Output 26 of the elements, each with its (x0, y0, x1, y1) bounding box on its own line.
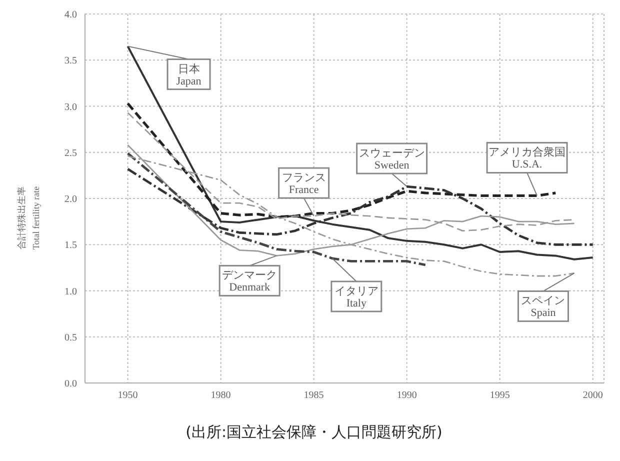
text: (出所:国立社会保障・人口問題研究所) (184, 423, 444, 442)
y-tick-label: 3.5 (64, 56, 77, 67)
y-tick-label: 2.5 (64, 148, 77, 159)
x-tick-label: 2000 (582, 390, 603, 402)
y-tick-label: 1.0 (64, 286, 77, 298)
text: 日本 Japan (176, 62, 202, 88)
x-tick-label: 1980 (210, 390, 231, 402)
x-tick-label: 1985 (304, 390, 324, 402)
line-series (126, 102, 557, 218)
y-tick-label: 0.0 (64, 378, 77, 390)
y-axis-title: 合計特殊出生率 Total fertility rate (16, 186, 41, 250)
y-tick-label: 1.5 (64, 240, 77, 252)
series-label: デンマーク Denmark (222, 270, 278, 294)
series-label: スウェーデン Sweden (358, 148, 425, 172)
y-tick-label: 3.0 (64, 102, 77, 113)
text: イタリア Italy (334, 285, 378, 310)
x-tick-label: 1990 (396, 390, 417, 402)
x-tick-label: 1995 (490, 390, 510, 402)
series-label: フランス France (282, 172, 326, 196)
x-tick-label: 1950 (118, 390, 138, 402)
y-tick-label: 2.0 (64, 194, 77, 206)
series-label: スペイン Spain (521, 295, 566, 320)
y-tick-label: 4.0 (64, 10, 77, 21)
y-tick-label: 0.5 (64, 332, 77, 344)
text: アメリカ合衆国 U.S.A. (488, 146, 566, 171)
line-series (126, 45, 594, 260)
